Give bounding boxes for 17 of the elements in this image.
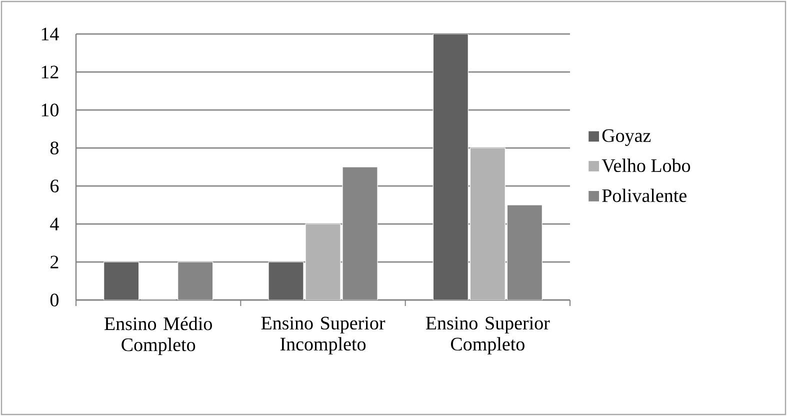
bar — [470, 148, 506, 300]
x-tick-label: Ensino Superior Incompleto — [261, 316, 386, 354]
bar — [305, 224, 341, 300]
y-tick-label: 10 — [42, 104, 58, 116]
y-tick-label: 0 — [50, 294, 58, 306]
x-tick-label: Ensino Médio Completo — [104, 316, 212, 356]
y-tick-label: 12 — [42, 66, 58, 78]
legend-label: Velho Lobo — [602, 158, 690, 172]
y-tick-label: 6 — [50, 180, 59, 192]
legend-label: Goyaz — [602, 129, 651, 146]
y-tick-label: 4 — [50, 218, 59, 230]
y-tick-label: 2 — [50, 256, 58, 268]
y-tick-label: 14 — [42, 28, 59, 40]
legend-label: Polivalente — [602, 188, 686, 202]
bar — [104, 262, 140, 300]
y-tick-label: 8 — [50, 142, 58, 154]
x-tick-label: Ensino Superior Completo — [426, 316, 550, 354]
